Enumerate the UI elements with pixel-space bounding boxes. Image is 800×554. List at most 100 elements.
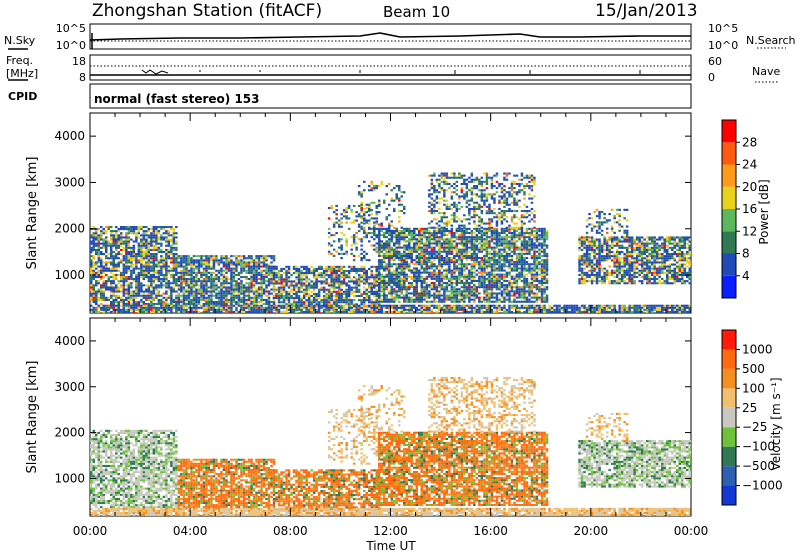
- scatter-cell: [192, 284, 196, 287]
- scatter-cell: [500, 263, 504, 266]
- scatter-cell: [528, 271, 531, 274]
- scatter-cell: [443, 277, 446, 280]
- scatter-cell: [112, 261, 115, 264]
- scatter-cell: [127, 226, 131, 229]
- scatter-cell: [192, 267, 196, 270]
- scatter-cell: [530, 286, 534, 289]
- scatter-cell: [460, 271, 464, 274]
- scatter-cell: [370, 282, 373, 285]
- scatter-cell: [125, 259, 128, 262]
- scatter-cell: [90, 288, 93, 291]
- scatter-cell: [277, 294, 281, 297]
- scatter-cell: [200, 290, 203, 293]
- scatter-cell: [232, 290, 236, 293]
- scatter-cell: [212, 271, 216, 274]
- scatter-cell: [495, 279, 499, 282]
- scatter-cell: [500, 296, 504, 299]
- scatter-cell: [125, 232, 128, 235]
- scatter-cell: [508, 210, 511, 213]
- scatter-cell: [92, 298, 95, 301]
- scatter-cell: [95, 282, 98, 285]
- scatter-cell: [210, 265, 213, 268]
- scatter-cell: [418, 234, 421, 237]
- scatter-cell: [262, 303, 266, 306]
- scatter-cell: [490, 273, 494, 276]
- scatter-cell: [330, 284, 333, 287]
- scatter-cell: [170, 296, 173, 299]
- scatter-cell: [350, 211, 353, 214]
- scatter-cell: [225, 286, 228, 289]
- scatter-cell: [380, 279, 383, 282]
- scatter-cell: [347, 276, 351, 279]
- scatter-cell: [540, 279, 544, 282]
- scatter-cell: [365, 232, 368, 235]
- scatter-cell: [433, 205, 436, 208]
- scatter-cell: [307, 301, 311, 304]
- scatter-cell: [378, 238, 381, 241]
- scatter-cell: [495, 180, 499, 183]
- scatter-cell: [102, 228, 105, 231]
- scatter-cell: [373, 232, 376, 235]
- scatter-cell: [458, 197, 461, 200]
- cpid-label: CPID: [8, 90, 37, 103]
- scatter-cell: [508, 263, 511, 266]
- scatter-cell: [540, 227, 544, 230]
- scatter-cell: [423, 290, 426, 293]
- scatter-cell: [330, 274, 333, 277]
- scatter-cell: [157, 246, 161, 249]
- scatter-cell: [438, 182, 441, 185]
- scatter-cell: [330, 297, 333, 300]
- scatter-cell: [252, 292, 256, 295]
- scatter-cell: [535, 284, 539, 287]
- scatter-cell: [182, 271, 186, 274]
- scatter-cell: [272, 272, 276, 275]
- scatter-cell: [498, 267, 501, 270]
- scatter-cell: [122, 226, 126, 229]
- scatter-cell: [510, 300, 514, 303]
- scatter-cell: [327, 274, 331, 277]
- scatter-cell: [172, 267, 176, 270]
- scatter-cell: [510, 284, 514, 287]
- scatter-cell: [115, 284, 118, 287]
- scatter-cell: [117, 230, 120, 233]
- scatter-cell: [95, 228, 98, 231]
- scatter-cell: [317, 267, 321, 270]
- scatter-cell: [405, 267, 408, 270]
- scatter-cell: [140, 242, 143, 245]
- scatter-cell: [418, 294, 421, 297]
- scatter-cell: [520, 174, 524, 177]
- scatter-cell: [370, 288, 373, 291]
- scatter-cell: [473, 271, 476, 274]
- scatter-cell: [498, 288, 501, 291]
- scatter-cell: [135, 273, 138, 276]
- scatter-cell: [510, 195, 514, 198]
- scatter-cell: [505, 265, 509, 268]
- scatter-cell: [215, 294, 218, 297]
- scatter-cell: [277, 297, 281, 300]
- scatter-cell: [365, 252, 368, 255]
- scatter-cell: [433, 189, 436, 192]
- scatter-cell: [115, 246, 118, 249]
- scatter-cell: [310, 269, 313, 272]
- scatter-cell: [450, 273, 454, 276]
- scatter-cell: [340, 280, 343, 283]
- scatter-cell: [423, 250, 426, 253]
- scatter-cell: [370, 301, 373, 304]
- scatter-cell: [220, 296, 223, 299]
- scatter-cell: [110, 267, 113, 270]
- scatter-cell: [127, 261, 131, 264]
- scatter-cell: [157, 248, 161, 251]
- scatter-cell: [455, 259, 459, 262]
- scatter-cell: [473, 284, 476, 287]
- scatter-cell: [395, 286, 398, 289]
- scatter-cell: [170, 286, 173, 289]
- scatter-cell: [433, 292, 436, 295]
- scatter-cell: [450, 234, 454, 237]
- scatter-cell: [130, 282, 133, 285]
- scatter-cell: [157, 276, 161, 279]
- scatter-cell: [470, 277, 474, 280]
- scatter-cell: [345, 290, 348, 293]
- scatter-cell: [115, 234, 118, 237]
- scatter-cell: [473, 232, 476, 235]
- scatter-cell: [355, 272, 358, 275]
